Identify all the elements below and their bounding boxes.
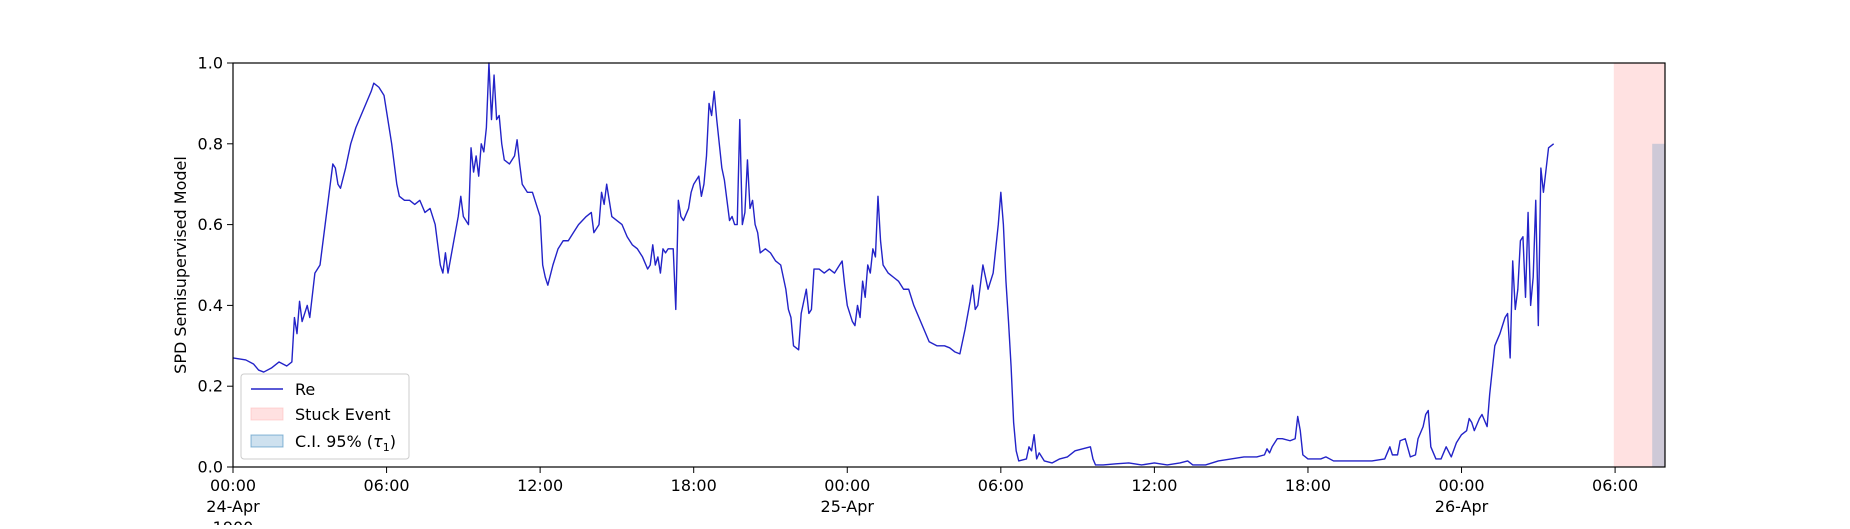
stuck-event-region: [1613, 63, 1665, 467]
plot-area: [233, 63, 1665, 467]
x-tick-label: 18:00: [671, 476, 717, 495]
y-tick-label: 0.4: [198, 296, 223, 315]
x-tick-label: 06:00: [978, 476, 1024, 495]
y-tick-label: 0.8: [198, 134, 223, 153]
x-tick-label: 00:00: [1438, 476, 1484, 495]
legend-ci-swatch: [250, 434, 284, 448]
x-tick-label: 12:00: [1131, 476, 1177, 495]
shaded-regions: [1613, 63, 1665, 468]
y-axis-label: SPD Semisupervised Model: [171, 156, 190, 374]
x-tick-date-label: 24-Apr: [206, 497, 260, 516]
x-tick-label: 06:00: [364, 476, 410, 495]
x-tick-label: 00:00: [824, 476, 870, 495]
axes: 0.0 0.2 0.4 0.6 0.8 1.0 00:00 24-Apr 1900 06:00 12…: [198, 54, 1666, 529]
x-tick-date-label: 26-Apr: [1435, 497, 1489, 516]
x-tick-label: 18:00: [1285, 476, 1331, 495]
axes-frame: [232, 62, 1666, 468]
x-tick-label: 00:00: [210, 476, 256, 495]
x-tick-label: 06:00: [1592, 476, 1638, 495]
plot-background: [233, 63, 1665, 467]
y-tick-label: 0.2: [198, 377, 223, 396]
x-tick-label: 12:00: [517, 476, 563, 495]
legend-ci-label: C.I. 95% (τ1): [295, 432, 396, 454]
legend-stuck-swatch: [250, 407, 284, 421]
legend-stuck-label: Stuck Event: [295, 405, 391, 424]
y-tick-label: 1.0: [198, 54, 223, 73]
series-layer: [232, 62, 1555, 466]
y-tick-label: 0.6: [198, 215, 223, 234]
ci-95-region: [1652, 143, 1665, 468]
legend-re-label: Re: [295, 380, 315, 399]
series-line-re: [232, 62, 1555, 466]
legend: Re Stuck Event C.I. 95% (τ1): [240, 373, 410, 460]
x-tick-date-label: 25-Apr: [821, 497, 875, 516]
y-tick-label: 0.0: [198, 458, 223, 477]
x-tick-year-label: 1900: [213, 518, 254, 525]
